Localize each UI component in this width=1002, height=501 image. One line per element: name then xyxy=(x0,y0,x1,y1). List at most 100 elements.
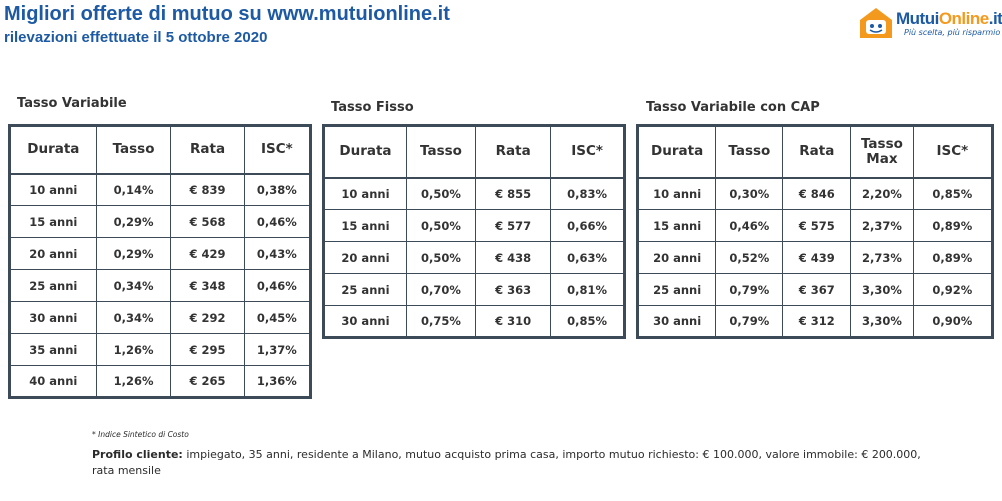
cell: € 438 xyxy=(475,241,552,274)
cell: 1,26% xyxy=(96,365,172,398)
data-row: 25 anni 0,79% € 367 3,30% 0,92% xyxy=(637,273,994,306)
cell: 25 anni xyxy=(323,273,407,306)
column-header: ISC* xyxy=(550,125,625,179)
cell: € 363 xyxy=(475,273,552,306)
data-row: 25 anni 0,70% € 363 0,81% xyxy=(323,273,625,306)
logo-icon xyxy=(860,8,892,38)
cell: 0,85% xyxy=(550,305,625,338)
data-row: 15 anni 0,50% € 577 0,66% xyxy=(323,209,625,242)
header-row: Durata Tasso Rata ISC* xyxy=(9,125,312,175)
data-row: 30 anni 0,75% € 310 0,85% xyxy=(323,305,625,338)
cell: 0,52% xyxy=(715,241,784,274)
cell: € 439 xyxy=(782,241,852,274)
header-row: Durata Tasso Rata ISC* xyxy=(323,125,625,179)
data-table: Durata Tasso Rata Tasso Max ISC* 10 anni 0,30%… xyxy=(636,124,994,339)
cell: 10 anni xyxy=(9,173,97,206)
column-header: Durata xyxy=(323,125,407,179)
cell: 15 anni xyxy=(9,205,97,238)
cell: 20 anni xyxy=(323,241,407,274)
cell: 2,37% xyxy=(850,209,914,242)
table-title: Tasso Variabile xyxy=(17,96,127,111)
cell: 3,30% xyxy=(850,273,914,306)
data-row: 15 anni 0,46% € 575 2,37% 0,89% xyxy=(637,209,994,242)
cell: 15 anni xyxy=(637,209,717,242)
subtitle: rilevazioni effettuate il 5 ottobre 2020 xyxy=(4,29,268,46)
data-row: 10 anni 0,30% € 846 2,20% 0,85% xyxy=(637,177,994,210)
column-header: Tasso Max xyxy=(850,125,914,179)
cell: 0,46% xyxy=(244,205,312,238)
title: Migliori offerte di mutuo su www.mutuion… xyxy=(4,3,450,25)
profile: Profilo cliente: impiegato, 35 anni, res… xyxy=(92,447,922,479)
cell: € 292 xyxy=(170,301,245,334)
cell: € 312 xyxy=(782,305,852,338)
cell: 30 anni xyxy=(323,305,407,338)
cell: € 295 xyxy=(170,333,245,366)
column-header: Tasso xyxy=(406,125,477,179)
cell: € 429 xyxy=(170,237,245,270)
cell: 0,81% xyxy=(550,273,625,306)
column-header: ISC* xyxy=(244,125,312,175)
data-row: 20 anni 0,29% € 429 0,43% xyxy=(9,237,312,270)
cell: 3,30% xyxy=(850,305,914,338)
cell: 0,34% xyxy=(96,269,172,302)
cell: 0,50% xyxy=(406,241,477,274)
cell: 0,46% xyxy=(244,269,312,302)
cell: 0,34% xyxy=(96,301,172,334)
cell: 30 anni xyxy=(637,305,717,338)
logo-part: Online xyxy=(938,9,989,28)
column-header: Durata xyxy=(9,125,97,175)
logo-part: .it xyxy=(988,9,1002,28)
cell: 20 anni xyxy=(637,241,717,274)
data-row: 10 anni 0,50% € 855 0,83% xyxy=(323,177,625,210)
cell: € 348 xyxy=(170,269,245,302)
cell: 0,92% xyxy=(913,273,994,306)
header-row: Durata Tasso Rata Tasso Max ISC* xyxy=(637,125,994,179)
logo-text: MutuiOnline.it xyxy=(896,9,1002,29)
cell: 20 anni xyxy=(9,237,97,270)
cell: 0,45% xyxy=(244,301,312,334)
cell: 25 anni xyxy=(637,273,717,306)
cell: 0,90% xyxy=(913,305,994,338)
cell: 10 anni xyxy=(323,177,407,210)
cell: 0,30% xyxy=(715,177,784,210)
cell: 10 anni xyxy=(637,177,717,210)
cell: 0,89% xyxy=(913,209,994,242)
data-row: 10 anni 0,14% € 839 0,38% xyxy=(9,173,312,206)
cell: 0,79% xyxy=(715,273,784,306)
column-header: Durata xyxy=(637,125,717,179)
cell: 15 anni xyxy=(323,209,407,242)
data-row: 30 anni 0,79% € 312 3,30% 0,90% xyxy=(637,305,994,338)
cell: 0,70% xyxy=(406,273,477,306)
column-header: Tasso xyxy=(96,125,172,175)
cell: 30 anni xyxy=(9,301,97,334)
cell: € 855 xyxy=(475,177,552,210)
table-title: Tasso Fisso xyxy=(331,100,414,115)
cell: € 846 xyxy=(782,177,852,210)
cell: € 310 xyxy=(475,305,552,338)
cell: 1,26% xyxy=(96,333,172,366)
column-header: ISC* xyxy=(913,125,994,179)
profile-label: Profilo cliente: xyxy=(92,448,183,461)
profile-text: impiegato, 35 anni, residente a Milano, … xyxy=(92,448,921,477)
cell: 0,79% xyxy=(715,305,784,338)
cell: 0,29% xyxy=(96,237,172,270)
data-row: 25 anni 0,34% € 348 0,46% xyxy=(9,269,312,302)
data-row: 35 anni 1,26% € 295 1,37% xyxy=(9,333,312,366)
cell: € 265 xyxy=(170,365,245,398)
cell: 0,46% xyxy=(715,209,784,242)
logo-part: Mutui xyxy=(896,9,939,28)
cell: 0,66% xyxy=(550,209,625,242)
cell: 2,20% xyxy=(850,177,914,210)
logo-tagline: Più scelta, più risparmio xyxy=(904,28,1001,37)
cell: 0,85% xyxy=(913,177,994,210)
data-table: Durata Tasso Rata ISC* 10 anni 0,14% € 839 0,38… xyxy=(8,124,312,399)
cell: 2,73% xyxy=(850,241,914,274)
cell: 0,14% xyxy=(96,173,172,206)
cell: € 367 xyxy=(782,273,852,306)
cell: € 568 xyxy=(170,205,245,238)
cell: 1,36% xyxy=(244,365,312,398)
column-header: Rata xyxy=(170,125,245,175)
cell: 40 anni xyxy=(9,365,97,398)
cell: € 575 xyxy=(782,209,852,242)
